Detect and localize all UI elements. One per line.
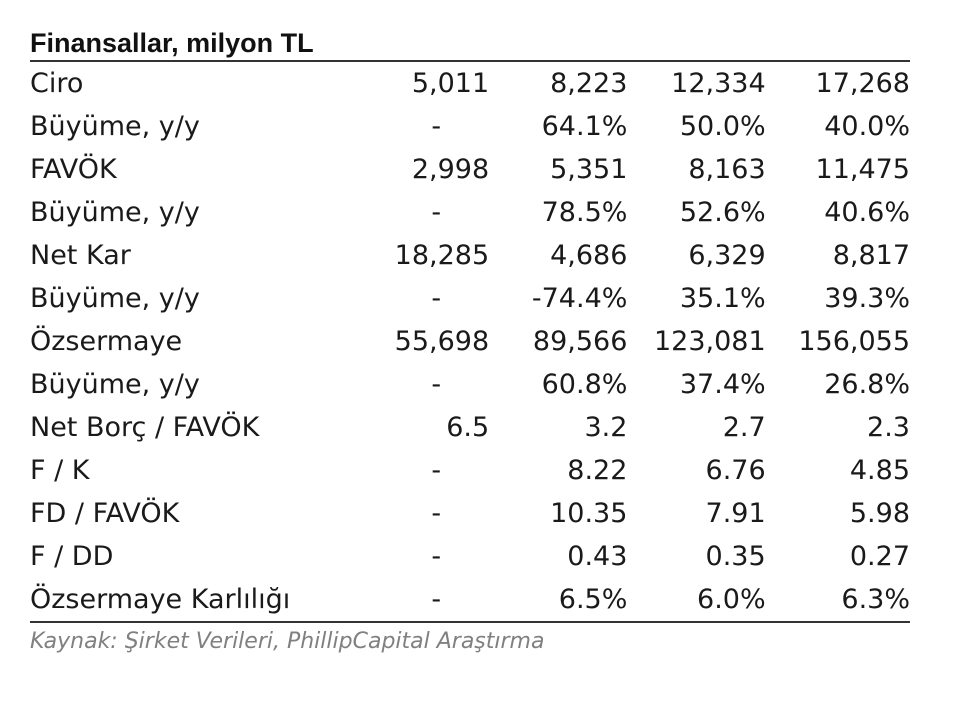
cell-value: -74.4% <box>531 283 628 314</box>
bottom-rule <box>30 621 910 623</box>
table-row: Büyüme, y/y - 64.1% 50.0% 40.0% <box>30 105 910 148</box>
cell-value: 6.76 <box>705 455 766 486</box>
row-label: Özsermaye Karlılığı <box>30 584 291 615</box>
source-note: Kaynak: Şirket Verileri, PhillipCapital … <box>30 629 545 654</box>
cell-value: 17,268 <box>815 68 910 99</box>
table-row: FAVÖK 2,998 5,351 8,163 11,475 <box>30 148 910 191</box>
row-label: F / K <box>30 455 90 486</box>
cell-value: 4.85 <box>849 455 910 486</box>
cell-value: 52.6% <box>679 197 766 228</box>
cell-value: 5.98 <box>849 498 910 529</box>
cell-value: 37.4% <box>679 369 766 400</box>
cell-value: 12,334 <box>671 68 766 99</box>
cell-value: 5,011 <box>411 68 490 99</box>
cell-value: 11,475 <box>815 154 910 185</box>
table-row: FD / FAVÖK - 10.35 7.91 5.98 <box>30 492 910 535</box>
cell-value: 2,998 <box>411 154 490 185</box>
cell-value: 26.8% <box>824 369 910 400</box>
cell-value: 6,329 <box>688 240 766 271</box>
table-row: F / K - 8.22 6.76 4.85 <box>30 449 910 492</box>
row-label: Net Borç / FAVÖK <box>30 412 260 443</box>
row-label: Büyüme, y/y <box>30 111 200 142</box>
cell-value: 0.27 <box>849 541 910 572</box>
table-row: Büyüme, y/y - 78.5% 52.6% 40.6% <box>30 191 910 234</box>
cell-value: 50.0% <box>679 111 766 142</box>
top-rule <box>30 60 910 62</box>
cell-value: 2.3 <box>867 412 910 443</box>
row-label: F / DD <box>30 541 114 572</box>
cell-value: - <box>431 111 442 142</box>
cell-value: - <box>431 197 442 228</box>
cell-value: 40.0% <box>824 111 910 142</box>
cell-value: - <box>431 369 442 400</box>
table-row: Net Kar 18,285 4,686 6,329 8,817 <box>30 234 910 277</box>
cell-value: - <box>431 498 442 529</box>
cell-value: 0.43 <box>567 541 628 572</box>
cell-value: 6.5 <box>446 412 490 443</box>
cell-value: 3.2 <box>584 412 628 443</box>
cell-value: - <box>431 455 442 486</box>
row-label: FD / FAVÖK <box>30 498 180 529</box>
row-label: Büyüme, y/y <box>30 369 200 400</box>
cell-value: 5,351 <box>550 154 628 185</box>
cell-value: 60.8% <box>541 369 628 400</box>
cell-value: 123,081 <box>654 326 766 357</box>
cell-value: 0.35 <box>705 541 766 572</box>
cell-value: - <box>431 541 442 572</box>
cell-value: 64.1% <box>541 111 628 142</box>
cell-value: 89,566 <box>532 326 628 357</box>
cell-value: 78.5% <box>541 197 628 228</box>
row-label: Büyüme, y/y <box>30 197 200 228</box>
financials-table: Ciro 5,011 8,223 12,334 17,268 Büyüme, y/y - 64… <box>30 62 910 621</box>
cell-value: 39.3% <box>824 283 910 314</box>
row-label: Büyüme, y/y <box>30 283 200 314</box>
row-label: Ciro <box>30 68 84 99</box>
cell-value: 2.7 <box>722 412 766 443</box>
cell-value: 35.1% <box>679 283 766 314</box>
cell-value: 6.5% <box>558 584 628 615</box>
table-row: Net Borç / FAVÖK 6.5 3.2 2.7 2.3 <box>30 406 910 449</box>
financials-table-block: Finansallar, milyon TL Ciro 5,011 8,223 12,… <box>30 26 910 654</box>
row-label: FAVÖK <box>30 154 117 185</box>
cell-value: 156,055 <box>798 326 910 357</box>
cell-value: 8.22 <box>567 455 628 486</box>
table-title: Finansallar, milyon TL <box>30 28 314 58</box>
cell-value: 6.3% <box>841 584 910 615</box>
table-row: Özsermaye 55,698 89,566 123,081 156,055 <box>30 320 910 363</box>
cell-value: - <box>431 283 442 314</box>
cell-value: 10.35 <box>550 498 628 529</box>
cell-value: 4,686 <box>550 240 628 271</box>
cell-value: 40.6% <box>824 197 910 228</box>
cell-value: 6.0% <box>697 584 766 615</box>
row-label: Net Kar <box>30 240 131 271</box>
row-label: Özsermaye <box>30 326 183 357</box>
cell-value: 8,163 <box>688 154 766 185</box>
table-row: Büyüme, y/y - -74.4% 35.1% 39.3% <box>30 277 910 320</box>
table-row: Büyüme, y/y - 60.8% 37.4% 26.8% <box>30 363 910 406</box>
cell-value: 8,223 <box>550 68 628 99</box>
cell-value: 7.91 <box>705 498 766 529</box>
cell-value: 55,698 <box>394 326 490 357</box>
cell-value: 8,817 <box>832 240 910 271</box>
table-row: Ciro 5,011 8,223 12,334 17,268 <box>30 62 910 105</box>
table-row: F / DD - 0.43 0.35 0.27 <box>30 535 910 578</box>
table-row: Özsermaye Karlılığı - 6.5% 6.0% 6.3% <box>30 578 910 621</box>
cell-value: 18,285 <box>394 240 490 271</box>
cell-value: - <box>431 584 442 615</box>
table-body: Ciro 5,011 8,223 12,334 17,268 Büyüme, y/y - 64… <box>30 62 910 621</box>
